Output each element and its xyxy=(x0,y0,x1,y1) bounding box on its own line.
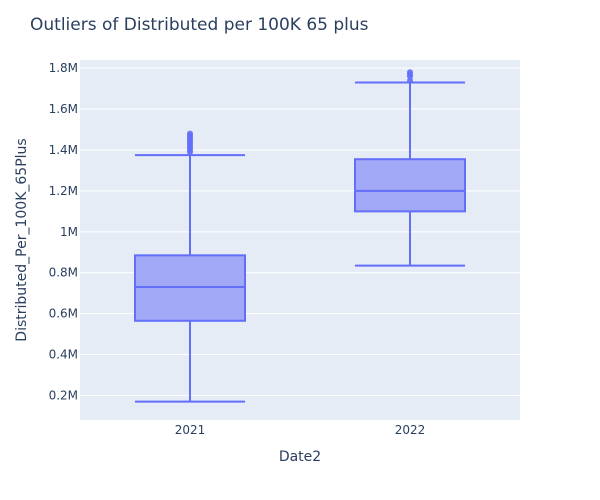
chart-title: Outliers of Distributed per 100K 65 plus xyxy=(30,15,369,35)
outlier-point xyxy=(187,130,193,137)
y-tick-label: 1M xyxy=(60,225,78,239)
x-tick-label: 2022 xyxy=(395,423,426,437)
box-2022 xyxy=(354,69,466,267)
y-tick-label: 1.4M xyxy=(49,143,78,157)
box-series xyxy=(134,69,466,403)
y-axis-title: Distributed_Per_100K_65Plus xyxy=(14,138,30,341)
interquartile-box xyxy=(354,158,466,213)
y-tick-label: 1.8M xyxy=(49,61,78,75)
y-tick-label: 1.6M xyxy=(49,102,78,116)
plot-area xyxy=(80,60,520,420)
x-axis-ticks: 2021 2022 xyxy=(175,423,426,437)
box-2021 xyxy=(134,130,246,403)
y-tick-label: 1.2M xyxy=(49,184,78,198)
interquartile-box xyxy=(134,254,246,322)
x-tick-label: 2021 xyxy=(175,423,206,437)
outlier-point xyxy=(407,69,413,76)
y-tick-label: 0.8M xyxy=(49,266,78,280)
y-tick-label: 0.2M xyxy=(49,388,78,402)
x-axis-title: Date2 xyxy=(279,449,321,465)
y-axis-ticks: 0.2M 0.4M 0.6M 0.8M 1M 1.2M 1.4M 1.6M 1.8M xyxy=(49,61,78,402)
y-tick-label: 0.6M xyxy=(49,307,78,321)
y-tick-label: 0.4M xyxy=(49,348,78,362)
